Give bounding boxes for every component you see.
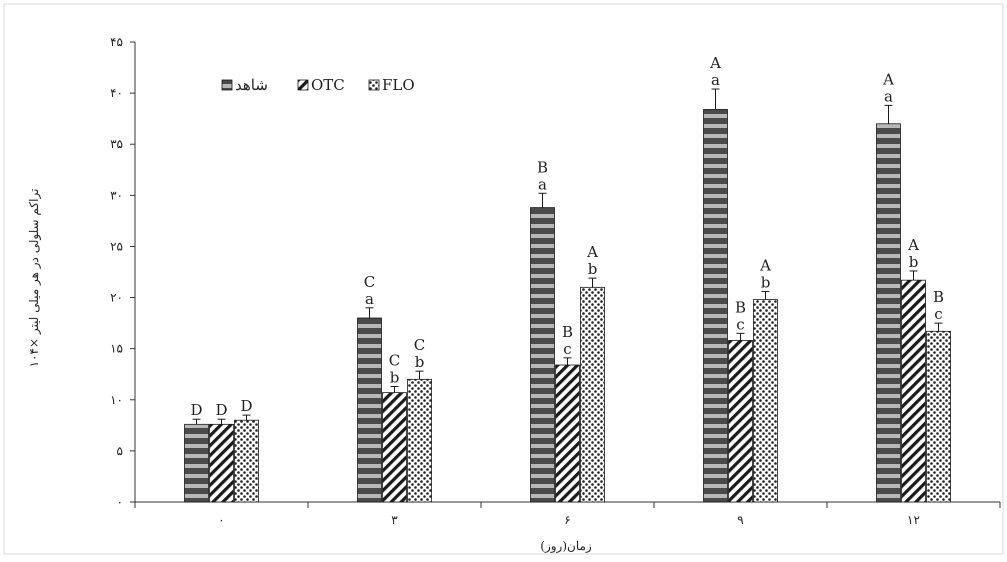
significance-letter: B xyxy=(562,323,573,341)
y-tick-label: ۴۰ xyxy=(110,86,123,100)
significance-letter: A xyxy=(709,54,721,72)
x-axis: ۰ ۳ ۶ ۹ ۱۲ xyxy=(134,501,1001,527)
y-tick-label: ۲۵ xyxy=(110,239,123,253)
y-tick-label: ۴۵ xyxy=(110,35,123,49)
y-tick-label: ۰ xyxy=(117,495,123,509)
significance-letter: D xyxy=(190,401,202,419)
y-tick-label: ۲۰ xyxy=(110,291,123,305)
chart-frame xyxy=(3,3,1004,555)
significance-letter: B xyxy=(735,298,746,316)
significance-letter: b xyxy=(761,273,771,291)
y-tick-label: ۱۰ xyxy=(110,393,123,407)
bar xyxy=(901,279,926,503)
bar xyxy=(184,423,209,503)
significance-letter: D xyxy=(240,397,252,415)
x-tick-label: ۳ xyxy=(391,513,398,527)
legend: شاهد OTC FLO xyxy=(221,76,415,94)
bar xyxy=(209,423,234,503)
bar xyxy=(580,286,605,503)
significance-letter: a xyxy=(365,290,374,308)
y-tick-label: ۳۰ xyxy=(110,188,123,202)
x-tick-label: ۹ xyxy=(737,513,743,527)
legend-swatch xyxy=(297,79,309,91)
x-tick-label: ۱۲ xyxy=(907,513,920,527)
legend-label: OTC xyxy=(311,76,345,94)
significance-letter: A xyxy=(882,70,894,88)
significance-letter: A xyxy=(907,236,919,254)
significance-letter: a xyxy=(538,175,547,193)
legend-swatch xyxy=(368,79,380,91)
legend-swatch xyxy=(221,79,233,91)
significance-letter: c xyxy=(934,305,942,323)
significance-letter: A xyxy=(586,243,598,261)
y-tick-label: ۵ xyxy=(117,444,123,458)
legend-label: شاهد xyxy=(235,76,268,94)
bar xyxy=(876,123,901,503)
bar xyxy=(530,207,555,503)
significance-letter: B xyxy=(537,158,548,176)
bar xyxy=(753,299,778,503)
bar xyxy=(555,364,580,503)
y-tick-label: ۱۵ xyxy=(110,342,123,356)
y-axis-title: تراکم سلولی در هر میلی لیتر ×۱۰۴ xyxy=(27,189,41,368)
bar xyxy=(728,340,753,503)
significance-letter: b xyxy=(415,353,425,371)
significance-letter: C xyxy=(389,351,400,369)
x-axis-title: زمان(روز) xyxy=(540,539,592,553)
y-axis: ۰ ۵ ۱۰ ۱۵ ۲۰ ۲۵ ۳۰ ۳۵ ۴۰ ۴۵ xyxy=(110,35,136,509)
significance-letter: A xyxy=(759,256,771,274)
significance-letter: c xyxy=(736,315,744,333)
bar xyxy=(357,317,382,503)
significance-letter: a xyxy=(711,71,720,89)
significance-letter: b xyxy=(909,253,919,271)
bar-series-group xyxy=(184,88,951,503)
bar xyxy=(407,378,432,503)
y-tick-label: ۳۵ xyxy=(110,137,123,151)
significance-letter: D xyxy=(215,401,227,419)
bar xyxy=(703,109,728,503)
significance-letter: b xyxy=(588,260,598,278)
legend-label: FLO xyxy=(382,76,415,94)
bar xyxy=(926,330,951,503)
significance-letter: a xyxy=(884,87,893,105)
significance-letter: C xyxy=(414,336,425,354)
x-tick-label: ۶ xyxy=(564,513,570,527)
significance-letter: C xyxy=(364,273,375,291)
significance-letter: b xyxy=(390,368,400,386)
bar xyxy=(234,419,259,503)
x-tick-label: ۰ xyxy=(218,513,224,527)
significance-letter: c xyxy=(563,340,571,358)
significance-letter: B xyxy=(933,288,944,306)
bar xyxy=(382,392,407,503)
